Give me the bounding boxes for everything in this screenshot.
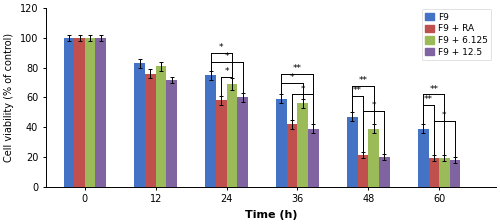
Bar (226, 84, 237, 187)
Bar (298, 103, 308, 187)
Text: **: ** (358, 76, 368, 85)
Text: **: ** (424, 95, 433, 104)
Bar (358, 155, 368, 187)
Bar (166, 80, 177, 187)
Text: **: ** (353, 86, 362, 95)
Bar (439, 158, 450, 187)
Bar (85, 38, 96, 187)
Bar (74, 38, 85, 187)
Bar (206, 75, 216, 187)
Text: *: * (219, 43, 224, 52)
Bar (216, 100, 226, 187)
Bar (96, 38, 106, 187)
X-axis label: Time (h): Time (h) (244, 210, 297, 220)
Bar (347, 117, 358, 187)
Text: *: * (372, 101, 376, 110)
Text: **: ** (430, 85, 438, 94)
Bar (418, 129, 428, 187)
Bar (287, 124, 298, 187)
Text: *: * (300, 85, 305, 94)
Bar (134, 63, 145, 187)
Bar (276, 99, 287, 187)
Bar (379, 157, 390, 187)
Text: *: * (224, 52, 229, 61)
Bar (450, 160, 460, 187)
Text: **: ** (293, 64, 302, 73)
Bar (308, 129, 318, 187)
Text: *: * (442, 112, 446, 121)
Bar (156, 66, 166, 187)
Legend: F9, F9 + RA, F9 + 6.125, F9 + 12.5: F9, F9 + RA, F9 + 6.125, F9 + 12.5 (422, 9, 492, 60)
Text: *: * (224, 67, 229, 76)
Bar (368, 129, 379, 187)
Bar (428, 158, 439, 187)
Y-axis label: Cell viability (% of control): Cell viability (% of control) (4, 33, 14, 162)
Bar (145, 74, 156, 187)
Bar (64, 38, 74, 187)
Text: *: * (290, 73, 294, 82)
Bar (237, 97, 248, 187)
